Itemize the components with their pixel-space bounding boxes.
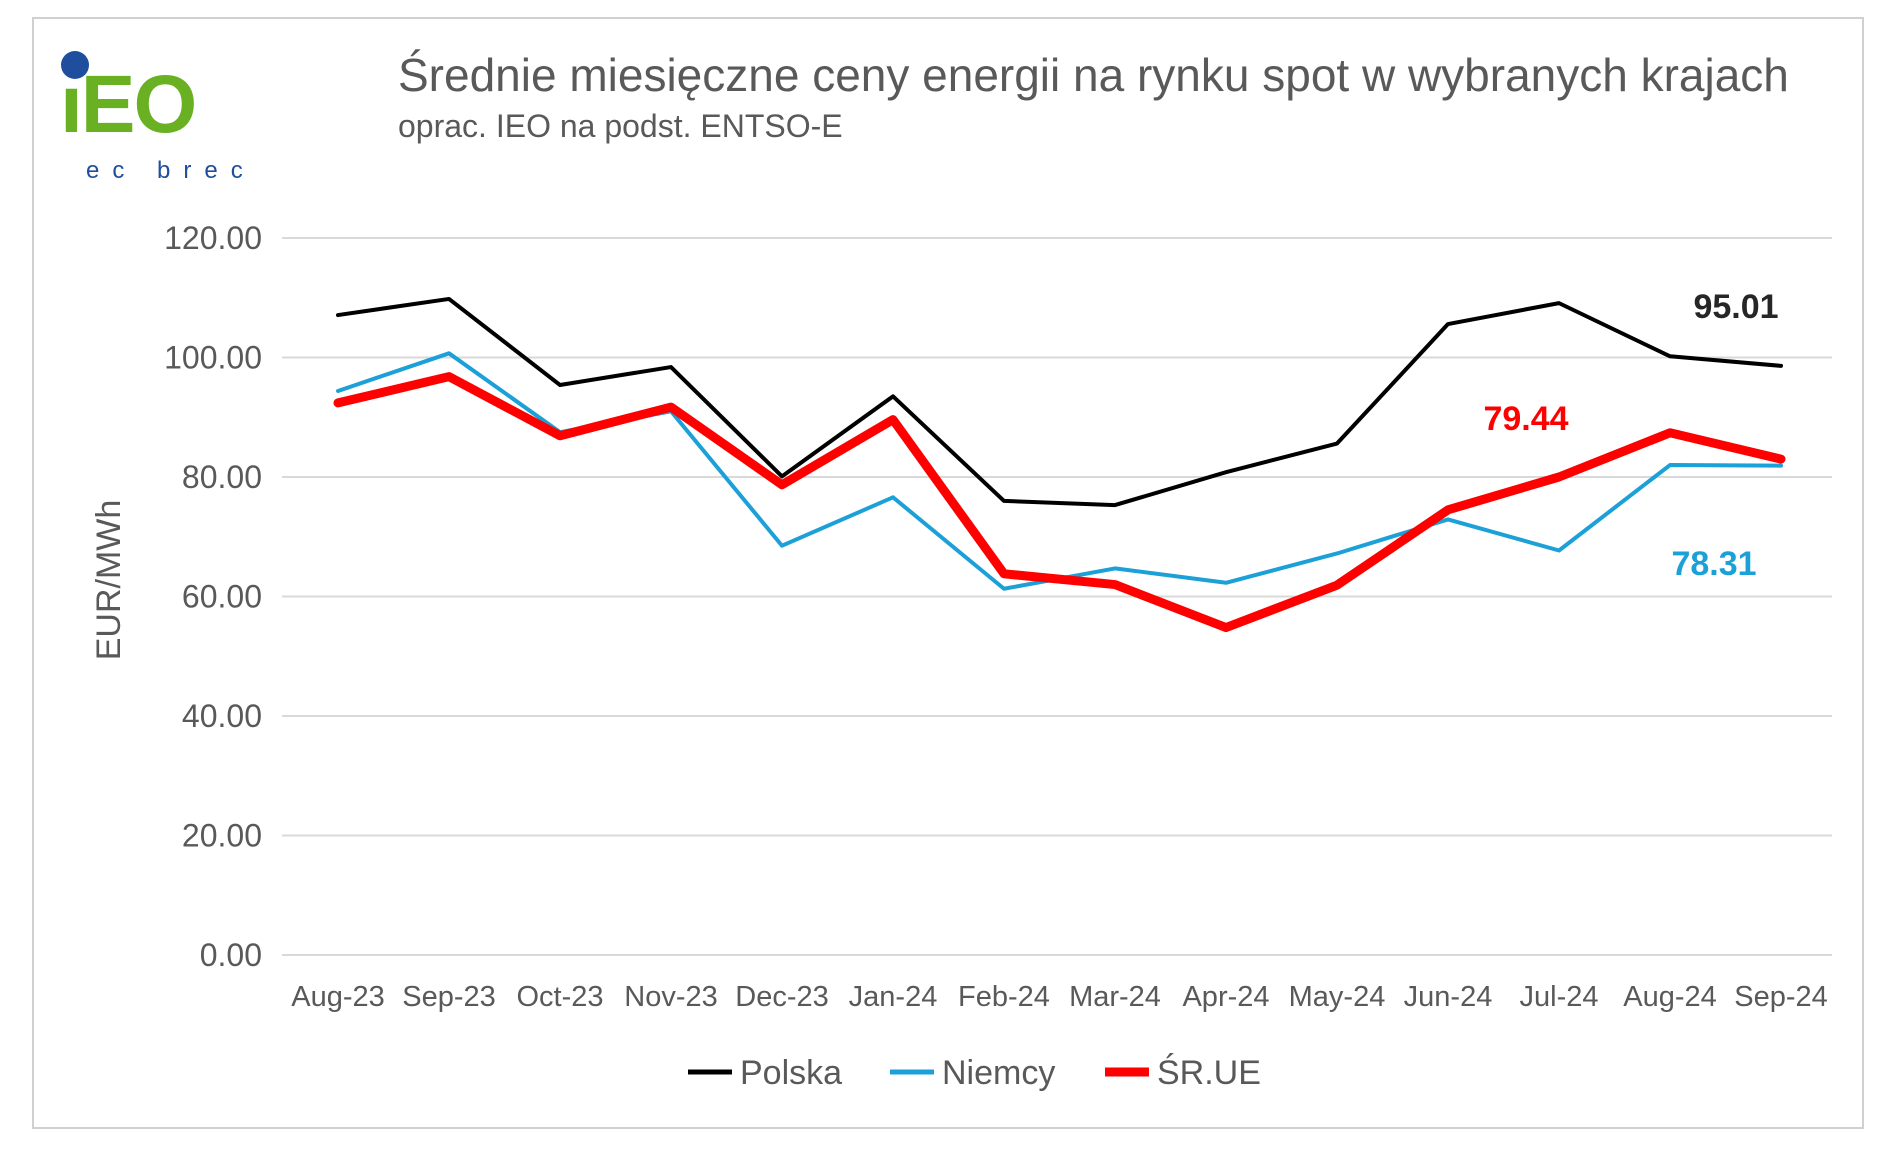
series-line-2 [333, 372, 1786, 633]
y-axis-label: EUR/MWh [90, 500, 128, 661]
y-tick-label: 40.00 [182, 698, 262, 734]
x-tick-label: Feb-24 [958, 981, 1050, 1013]
ieo-logo: ıEO ec brec [60, 51, 256, 184]
y-tick-label: 120.00 [164, 220, 262, 256]
legend-label: Polska [740, 1054, 842, 1092]
chart-subtitle: oprac. IEO na podst. ENTSO-E [398, 108, 843, 144]
value-annotation: 95.01 [1693, 288, 1778, 326]
x-tick-label: Aug-23 [291, 981, 385, 1013]
y-tick-label: 80.00 [182, 459, 262, 495]
legend-label: ŚR.UE [1157, 1053, 1261, 1092]
x-tick-label: Apr-24 [1182, 981, 1269, 1013]
logo-dot [61, 51, 89, 79]
y-tick-label: 100.00 [164, 340, 262, 376]
value-annotation: 78.31 [1671, 545, 1756, 583]
gridlines [282, 237, 1832, 956]
x-axis-ticks: Aug-23 Sep-23 Oct-23 Nov-23 Dec-23 Jan-24 Feb-… [291, 981, 1828, 1013]
chart-title: Średnie miesięczne ceny energii na rynku… [398, 49, 1789, 101]
x-tick-label: Sep-24 [1734, 981, 1828, 1013]
y-tick-label: 20.00 [182, 818, 262, 854]
x-tick-label: Jun-24 [1404, 981, 1493, 1013]
chart-frame [32, 17, 1864, 1129]
legend-label: Niemcy [942, 1054, 1055, 1092]
x-tick-label: Jan-24 [849, 981, 938, 1013]
value-annotation: 79.44 [1483, 400, 1568, 438]
logo-tagline: ec brec [86, 157, 256, 184]
x-tick-label: Jul-24 [1520, 981, 1599, 1013]
x-tick-label: Sep-23 [402, 981, 496, 1013]
x-tick-label: Nov-23 [624, 981, 718, 1013]
y-axis-ticks: 0.00 20.00 40.00 60.00 80.00 100.00 120.00 [164, 220, 262, 973]
series-line-0 [336, 296, 1783, 508]
x-tick-label: Mar-24 [1069, 981, 1161, 1013]
y-tick-label: 60.00 [182, 579, 262, 615]
x-tick-label: Oct-23 [516, 981, 603, 1013]
x-tick-label: Dec-23 [735, 981, 829, 1013]
annotations: 95.01 79.44 78.31 [1483, 288, 1778, 583]
x-tick-label: May-24 [1289, 981, 1386, 1013]
legend: Polska Niemcy ŚR.UE [688, 1053, 1261, 1092]
x-tick-label: Aug-24 [1623, 981, 1717, 1013]
logo-letters: ıEO [60, 59, 195, 150]
series-lines [333, 296, 1786, 633]
y-tick-label: 0.00 [200, 937, 262, 973]
